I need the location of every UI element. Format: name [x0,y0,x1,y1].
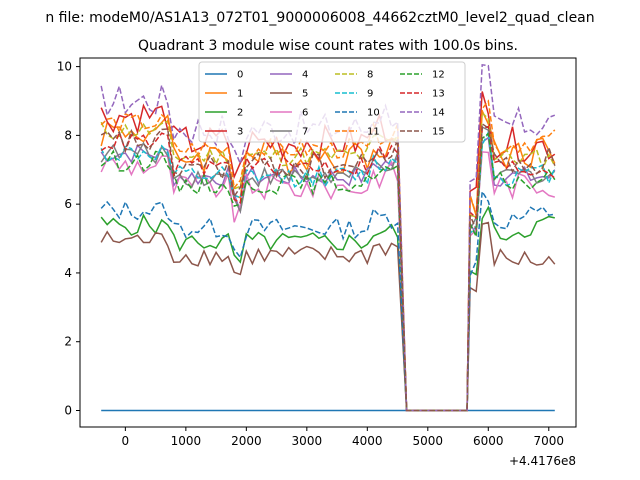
legend-label-5: 5 [302,89,308,100]
series-line-15 [100,122,556,412]
x-tick-label: 5000 [413,434,444,448]
series-line-13 [100,125,556,412]
x-offset-label: +4.4176e8 [509,454,576,468]
suptitle: n file: modeM0/AS1A13_072T01_9000006008_… [45,10,594,26]
x-tick-label: 7000 [534,434,565,448]
x-tick-label: 0 [122,434,130,448]
y-tick-label: 0 [64,403,72,417]
series-line-10 [100,189,555,412]
legend-label-13: 13 [432,89,445,100]
legend-label-2: 2 [237,108,243,119]
y-axis: 0 2 4 6 8 10 [57,60,80,417]
y-tick-label: 2 [64,335,72,349]
x-axis: 0 1000 2000 3000 4000 5000 6000 7000 [122,427,565,448]
legend-label-3: 3 [237,127,243,138]
series-line-2 [100,205,555,412]
plot-frame [79,57,577,428]
series-line-6 [100,151,556,412]
x-tick-label: 2000 [231,434,262,448]
legend-box [198,61,466,143]
y-tick-label: 6 [64,197,72,211]
chart-title: Quadrant 3 module wise count rates with … [138,38,518,54]
legend-label-0: 0 [237,70,243,81]
y-tick-label: 10 [57,60,72,74]
legend-label-14: 14 [432,108,445,119]
series-line-11 [100,99,556,412]
legend-label-1: 1 [237,89,243,100]
legend-label-7: 7 [302,127,308,138]
x-tick-label: 6000 [473,434,504,448]
y-tick-label: 4 [64,266,72,280]
series-line-5 [100,221,556,412]
legend-label-15: 15 [432,127,445,138]
x-tick-label: 1000 [171,434,202,448]
x-tick-label: 4000 [352,434,383,448]
series-line-9 [100,129,556,412]
x-tick-label: 3000 [292,434,323,448]
y-tick-label: 8 [64,128,72,142]
legend-label-9: 9 [367,89,373,100]
series-line-3 [100,91,556,412]
legend-label-11: 11 [367,127,380,138]
legend-label-12: 12 [432,70,445,81]
legend-label-8: 8 [367,70,373,81]
legend-label-4: 4 [302,70,308,81]
legend-label-6: 6 [302,108,308,119]
series-line-12 [100,132,556,412]
series-line-1 [100,110,556,412]
legend-label-10: 10 [367,108,380,119]
